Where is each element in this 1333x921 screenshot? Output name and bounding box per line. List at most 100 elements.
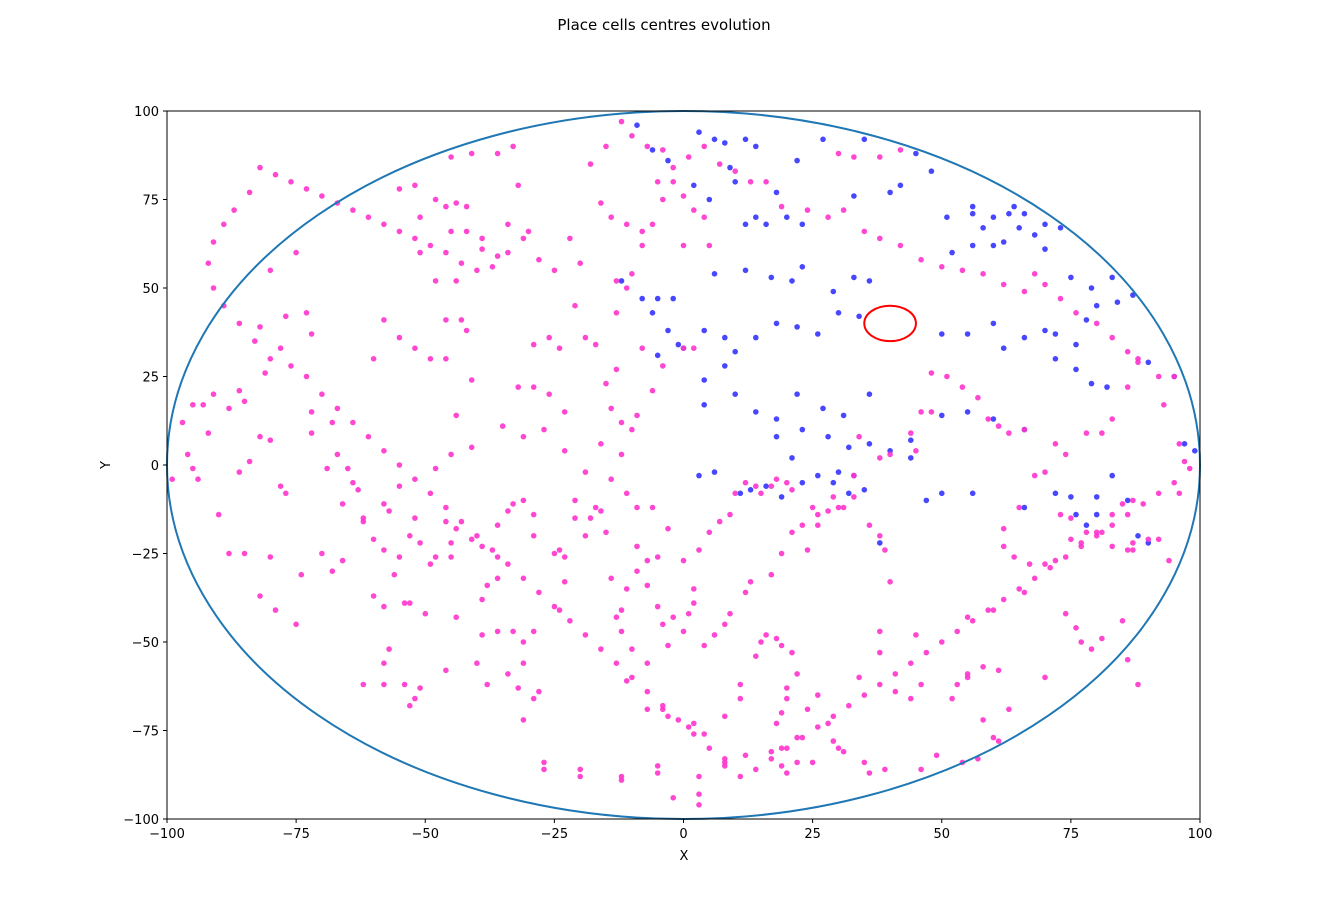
data-point xyxy=(789,649,795,656)
data-point xyxy=(753,334,759,341)
data-point xyxy=(696,773,702,780)
data-point xyxy=(510,143,516,150)
data-point xyxy=(184,451,191,458)
data-point xyxy=(1093,302,1100,309)
data-point xyxy=(603,143,609,150)
data-point xyxy=(1155,490,1162,497)
data-point xyxy=(1130,292,1136,298)
data-point xyxy=(587,515,594,521)
data-point xyxy=(691,731,697,737)
data-point xyxy=(396,186,403,192)
data-point xyxy=(696,472,702,479)
data-point xyxy=(257,324,263,330)
data-point xyxy=(737,695,744,702)
data-point xyxy=(691,720,697,727)
data-point xyxy=(639,242,645,249)
plot-area xyxy=(166,110,1201,820)
data-point xyxy=(722,621,728,628)
data-point xyxy=(1042,327,1048,334)
data-point xyxy=(236,320,243,327)
data-point xyxy=(1006,210,1012,217)
data-point xyxy=(928,370,935,376)
goal-circle xyxy=(863,304,917,343)
data-point xyxy=(815,724,821,730)
data-point xyxy=(753,653,759,659)
data-point xyxy=(742,752,749,759)
data-point xyxy=(778,203,785,210)
data-point xyxy=(252,338,258,344)
data-point xyxy=(877,540,883,546)
data-point xyxy=(815,692,821,698)
data-point xyxy=(1083,317,1090,323)
data-point xyxy=(789,278,795,284)
data-point xyxy=(1176,441,1183,447)
data-point xyxy=(696,791,702,797)
data-point xyxy=(417,540,423,546)
data-point xyxy=(1031,472,1038,479)
data-point xyxy=(520,235,527,242)
data-point xyxy=(505,249,511,256)
data-point xyxy=(882,547,888,553)
data-point xyxy=(1114,299,1121,306)
data-point xyxy=(1130,540,1136,546)
data-point xyxy=(820,136,826,143)
data-point xyxy=(727,610,733,617)
data-point xyxy=(1068,515,1074,521)
data-point xyxy=(546,334,552,341)
data-point xyxy=(861,692,868,698)
data-point xyxy=(933,752,940,759)
data-point xyxy=(277,345,284,352)
data-point xyxy=(706,745,713,751)
data-point xyxy=(1166,557,1172,564)
data-point xyxy=(789,487,795,493)
data-point xyxy=(846,490,852,497)
data-point xyxy=(1130,547,1136,553)
data-point xyxy=(644,688,651,695)
data-point xyxy=(1140,501,1146,507)
data-point xyxy=(499,423,506,429)
data-point xyxy=(401,600,408,606)
data-point xyxy=(665,327,671,334)
data-point xyxy=(179,419,186,426)
data-point xyxy=(747,487,754,493)
data-point xyxy=(329,568,336,574)
data-point xyxy=(283,490,289,497)
data-point xyxy=(1109,543,1115,550)
data-point xyxy=(815,472,821,479)
data-point xyxy=(520,433,527,440)
data-point xyxy=(866,770,873,776)
data-point xyxy=(969,242,976,249)
data-point xyxy=(427,490,434,497)
data-point xyxy=(654,770,661,776)
x-tick-label: −25 xyxy=(541,827,568,842)
data-point xyxy=(246,458,253,465)
data-point xyxy=(711,632,718,638)
data-point xyxy=(1062,610,1069,617)
data-point xyxy=(381,660,387,666)
data-point xyxy=(618,628,625,635)
data-point xyxy=(644,582,651,589)
data-point xyxy=(789,455,795,461)
data-point xyxy=(1042,221,1048,228)
data-point xyxy=(1000,543,1007,550)
data-point xyxy=(737,773,744,780)
data-point xyxy=(654,179,661,185)
data-point xyxy=(572,302,578,309)
data-point xyxy=(840,504,847,511)
data-point xyxy=(443,504,449,511)
data-point xyxy=(551,550,558,557)
x-tick-label: −75 xyxy=(282,827,309,842)
data-point xyxy=(913,150,919,157)
data-point xyxy=(1068,274,1074,281)
data-point xyxy=(939,264,945,270)
data-point xyxy=(784,479,790,486)
data-point xyxy=(515,182,521,189)
data-point xyxy=(1000,281,1007,288)
data-point xyxy=(825,720,831,727)
data-point xyxy=(670,614,676,620)
data-point xyxy=(691,586,697,592)
data-point xyxy=(784,770,790,776)
data-point xyxy=(1192,448,1198,454)
data-point xyxy=(479,235,485,242)
